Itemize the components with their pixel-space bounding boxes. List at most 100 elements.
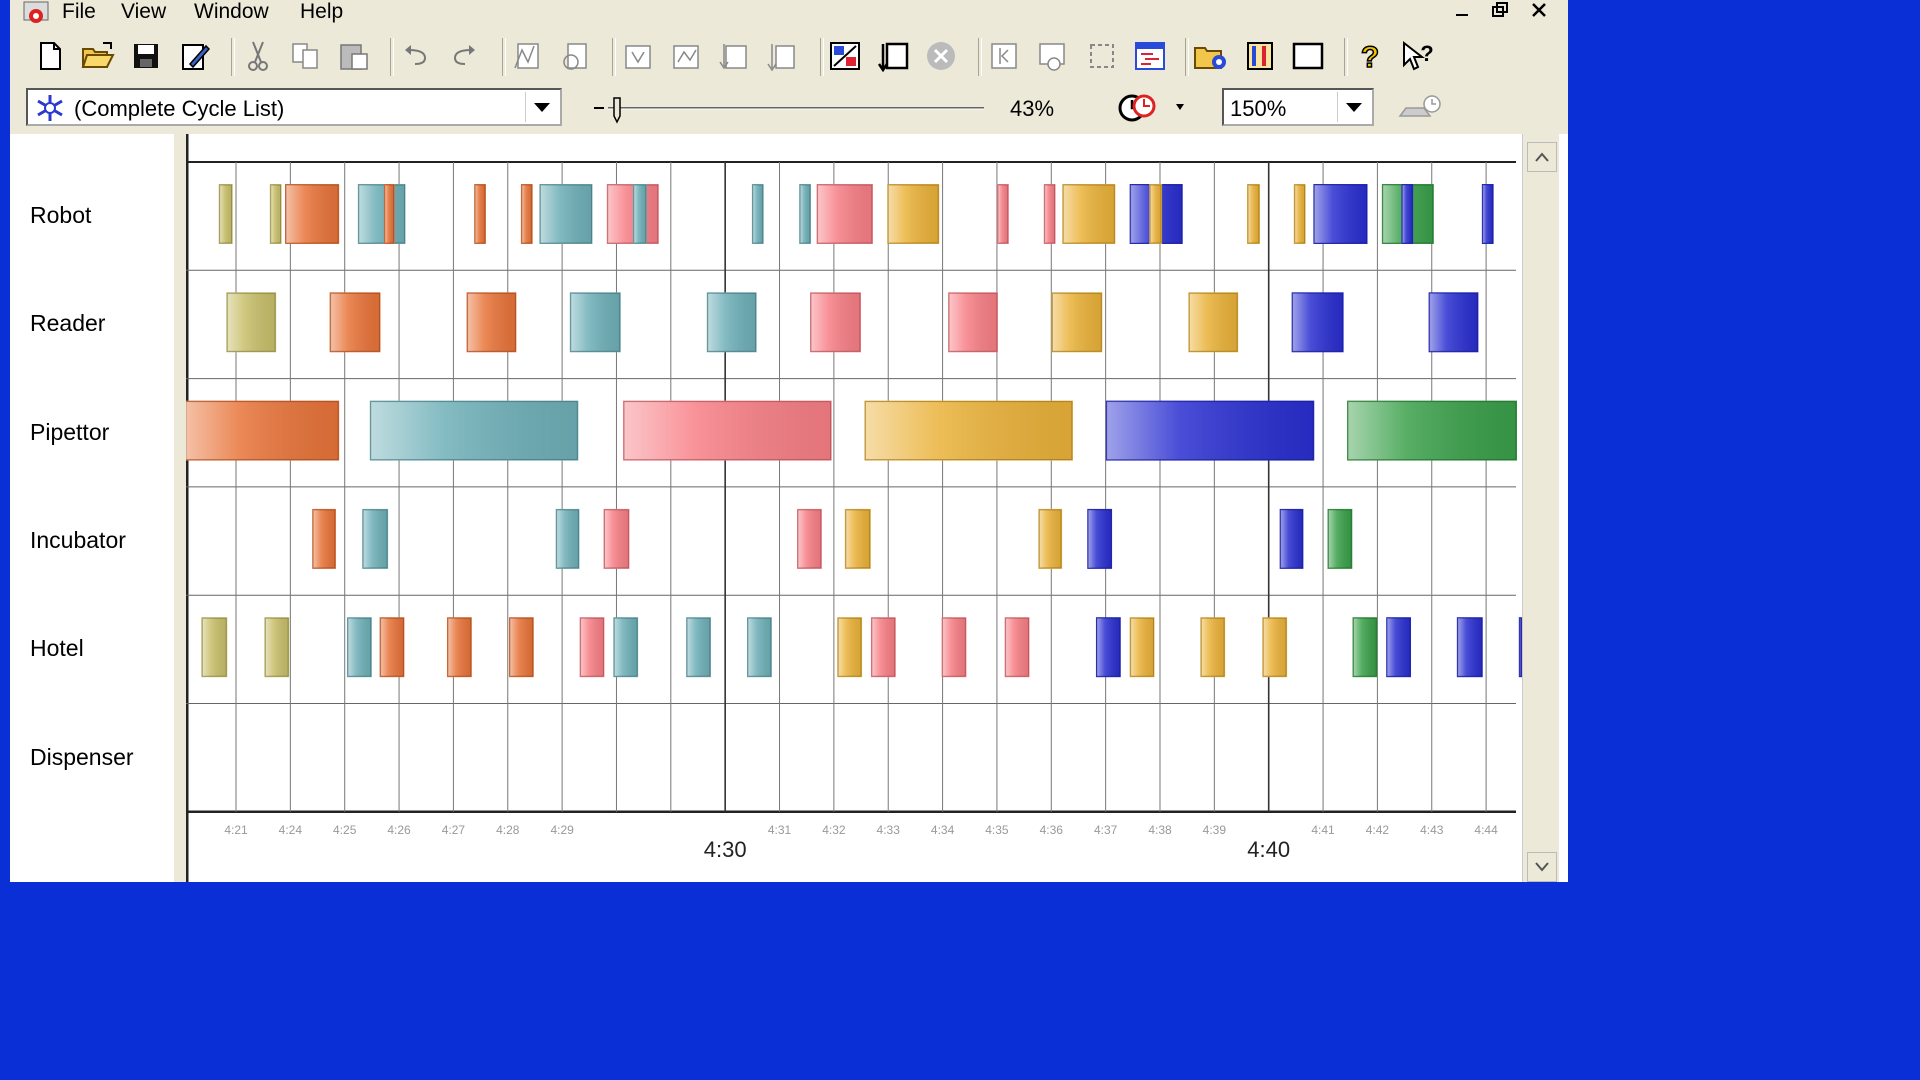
task-bar-hotel[interactable]: [264, 617, 290, 678]
tool-b-button[interactable]: [556, 36, 596, 76]
task-bar-reader[interactable]: [948, 292, 998, 353]
task-bar-robot[interactable]: [1247, 184, 1260, 244]
stop-button[interactable]: [921, 36, 961, 76]
task-bar-incubator[interactable]: [1279, 508, 1304, 569]
new-document-button[interactable]: [30, 36, 70, 76]
task-bar-hotel[interactable]: [201, 617, 228, 678]
task-bar-hotel[interactable]: [446, 617, 472, 678]
task-bar-hotel[interactable]: [1200, 617, 1226, 678]
task-bar-hotel[interactable]: [1262, 617, 1288, 678]
menu-file[interactable]: File: [62, 0, 96, 24]
task-bar-hotel[interactable]: [1518, 617, 1523, 678]
open-button[interactable]: [78, 36, 118, 76]
paste-button[interactable]: [334, 36, 374, 76]
task-bar-incubator[interactable]: [844, 508, 871, 569]
zoom-select[interactable]: 150%: [1222, 88, 1374, 126]
task-bar-robot[interactable]: [606, 184, 659, 244]
task-bar-hotel[interactable]: [613, 617, 639, 678]
undo-button[interactable]: [396, 36, 436, 76]
context-help-button[interactable]: ?: [1398, 36, 1438, 76]
task-bar-hotel[interactable]: [941, 617, 967, 678]
cut-button[interactable]: [238, 36, 278, 76]
task-bar-robot[interactable]: [1313, 184, 1368, 244]
task-bar-hotel[interactable]: [1386, 617, 1412, 678]
task-bar-incubator[interactable]: [603, 508, 630, 569]
zoom-slider[interactable]: [594, 94, 994, 124]
task-bar-hotel[interactable]: [747, 617, 772, 678]
copy-button[interactable]: [286, 36, 326, 76]
task-bar-reader[interactable]: [569, 292, 621, 353]
task-bar-hotel[interactable]: [1129, 617, 1155, 678]
folder-settings-button[interactable]: [1191, 36, 1231, 76]
menu-window[interactable]: Window: [194, 0, 269, 24]
task-bar-robot[interactable]: [383, 184, 395, 244]
task-bar-hotel[interactable]: [686, 617, 711, 678]
app-logo-icon[interactable]: [22, 0, 52, 24]
help-button[interactable]: ?: [1350, 36, 1390, 76]
task-bar-reader[interactable]: [1428, 292, 1479, 353]
minimize-button[interactable]: [1447, 0, 1477, 24]
task-bar-incubator[interactable]: [1038, 508, 1063, 569]
task-bar-hotel[interactable]: [1004, 617, 1030, 678]
task-bar-hotel[interactable]: [346, 617, 372, 678]
slider-thumb[interactable]: [613, 97, 621, 124]
tool-c-button[interactable]: [618, 36, 658, 76]
tool-g-button[interactable]: [984, 36, 1024, 76]
restore-button[interactable]: [1485, 0, 1515, 24]
task-bar-incubator[interactable]: [312, 508, 336, 569]
task-bar-robot[interactable]: [799, 184, 811, 244]
tool-i-button[interactable]: [1082, 36, 1122, 76]
tool-j-button[interactable]: [1130, 36, 1170, 76]
task-bar-robot[interactable]: [997, 184, 1009, 244]
task-bar-robot[interactable]: [357, 184, 406, 244]
task-bar-robot[interactable]: [751, 184, 764, 244]
tool-d-button[interactable]: [666, 36, 706, 76]
task-bar-hotel[interactable]: [1352, 617, 1378, 678]
task-bar-hotel[interactable]: [508, 617, 534, 678]
task-bar-hotel[interactable]: [870, 617, 896, 678]
task-bar-reader[interactable]: [329, 292, 381, 353]
tool-a-button[interactable]: [508, 36, 548, 76]
task-bar-reader[interactable]: [810, 292, 861, 353]
chart-button[interactable]: [825, 36, 865, 76]
task-bar-reader[interactable]: [226, 292, 277, 353]
scroll-up-button[interactable]: [1527, 142, 1557, 172]
task-bar-robot[interactable]: [1062, 184, 1116, 244]
task-bar-hotel[interactable]: [1095, 617, 1121, 678]
window-button[interactable]: [1288, 36, 1328, 76]
task-bar-robot[interactable]: [520, 184, 533, 244]
tool-f-button[interactable]: [762, 36, 802, 76]
zoom-select-dropdown-button[interactable]: [1337, 92, 1370, 122]
task-bar-incubator[interactable]: [555, 508, 580, 569]
task-bar-robot[interactable]: [1043, 184, 1056, 244]
task-bar-pipettor[interactable]: [1105, 400, 1315, 461]
scroll-down-button[interactable]: [1527, 852, 1557, 882]
task-bar-robot[interactable]: [474, 184, 486, 244]
tool-h-button[interactable]: [1032, 36, 1072, 76]
task-bar-pipettor[interactable]: [1347, 400, 1518, 461]
task-bar-robot[interactable]: [1481, 184, 1494, 244]
task-bar-robot[interactable]: [285, 184, 340, 244]
task-bar-pipettor[interactable]: [623, 400, 832, 461]
task-bar-reader[interactable]: [1051, 292, 1103, 353]
timeline-tool-button[interactable]: [1396, 92, 1448, 124]
task-bar-robot[interactable]: [1293, 184, 1306, 244]
task-bar-incubator[interactable]: [797, 508, 822, 569]
tool-e-button[interactable]: [714, 36, 754, 76]
task-bar-hotel[interactable]: [579, 617, 605, 678]
task-bar-incubator[interactable]: [1327, 508, 1353, 569]
task-bar-reader[interactable]: [1188, 292, 1239, 353]
task-bar-robot[interactable]: [1401, 184, 1414, 244]
close-button[interactable]: [1524, 0, 1554, 24]
task-bar-reader[interactable]: [466, 292, 517, 353]
save-button[interactable]: [126, 36, 166, 76]
task-bar-robot[interactable]: [1149, 184, 1163, 244]
task-bar-hotel[interactable]: [1456, 617, 1483, 678]
task-bar-hotel[interactable]: [837, 617, 863, 678]
task-bar-pipettor[interactable]: [185, 400, 340, 461]
cycle-list-select[interactable]: (Complete Cycle List): [26, 88, 562, 126]
task-bar-incubator[interactable]: [362, 508, 389, 569]
task-bar-reader[interactable]: [1291, 292, 1344, 353]
edit-button[interactable]: [175, 36, 215, 76]
task-bar-robot[interactable]: [887, 184, 940, 244]
